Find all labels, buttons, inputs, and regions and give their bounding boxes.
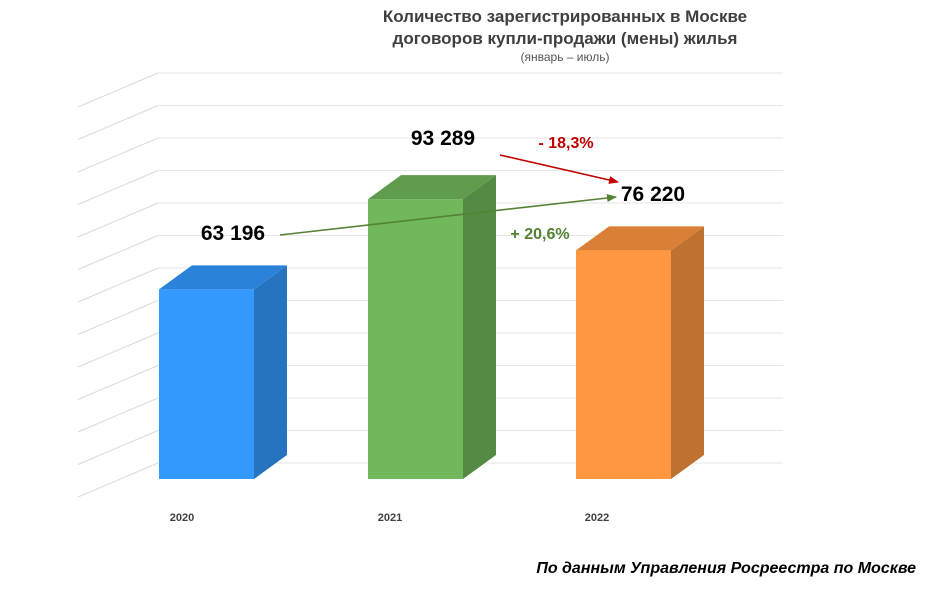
- x-tick-label-2021: 2021: [378, 512, 402, 524]
- chart-title-line-1: Количество зарегистрированных в Москве: [382, 7, 748, 26]
- bar-front-2020: [159, 289, 254, 479]
- chart-subtitle: (январь – июль): [520, 50, 610, 64]
- value-label-2021: 93 289: [411, 127, 475, 150]
- bar-top-2020: [159, 265, 287, 290]
- value-label-2022: 76 220: [621, 183, 685, 206]
- annotation-change-2020-2022: + 20,6%: [510, 226, 569, 243]
- gridline-side: [77, 235, 159, 270]
- gridline-side: [77, 332, 159, 368]
- bar-2022: [576, 226, 704, 479]
- labels-group: 2020 2021 2022 63 196 93 289 76 220: [170, 127, 685, 524]
- source-note: По данным Управления Росреестра по Москв…: [536, 560, 916, 577]
- gridline-side: [77, 300, 159, 335]
- bar-front-2021: [368, 199, 463, 479]
- value-label-2020: 63 196: [201, 222, 265, 245]
- arrow-2021-to-2022: [499, 154, 619, 184]
- gridline-side: [77, 430, 159, 465]
- x-tick-label-2022: 2022: [585, 512, 609, 524]
- arrow-2020-to-2022: [279, 194, 617, 236]
- gridline-side: [77, 105, 159, 140]
- arrows-group: - 18,3% + 20,6%: [279, 135, 619, 243]
- bar-front-2022: [576, 250, 671, 479]
- chart-title: Количество зарегистрированных в Москве д…: [300, 6, 830, 50]
- bar-top-2022: [576, 226, 704, 251]
- gridline-side: [77, 267, 159, 303]
- chart-title-line-2: договоров купли-продажи (мены) жилья: [392, 29, 738, 48]
- bar-top-2021: [368, 175, 496, 200]
- bar-side-2020: [254, 265, 287, 479]
- gridline-side: [77, 397, 159, 433]
- gridline-side: [77, 202, 159, 238]
- bars-group: [159, 175, 704, 479]
- x-tick-label-2020: 2020: [170, 512, 194, 524]
- gridline-side: [77, 462, 159, 498]
- gridline-side: [77, 170, 159, 205]
- gridline-side: [77, 137, 159, 173]
- annotation-change-2021-2022: - 18,3%: [538, 135, 593, 152]
- bar-side-2021: [463, 175, 496, 479]
- gridline-side: [77, 72, 159, 108]
- bar-2020: [159, 265, 287, 479]
- gridline-side: [77, 365, 159, 400]
- bar-2021: [368, 175, 496, 479]
- bar-side-2022: [671, 226, 704, 479]
